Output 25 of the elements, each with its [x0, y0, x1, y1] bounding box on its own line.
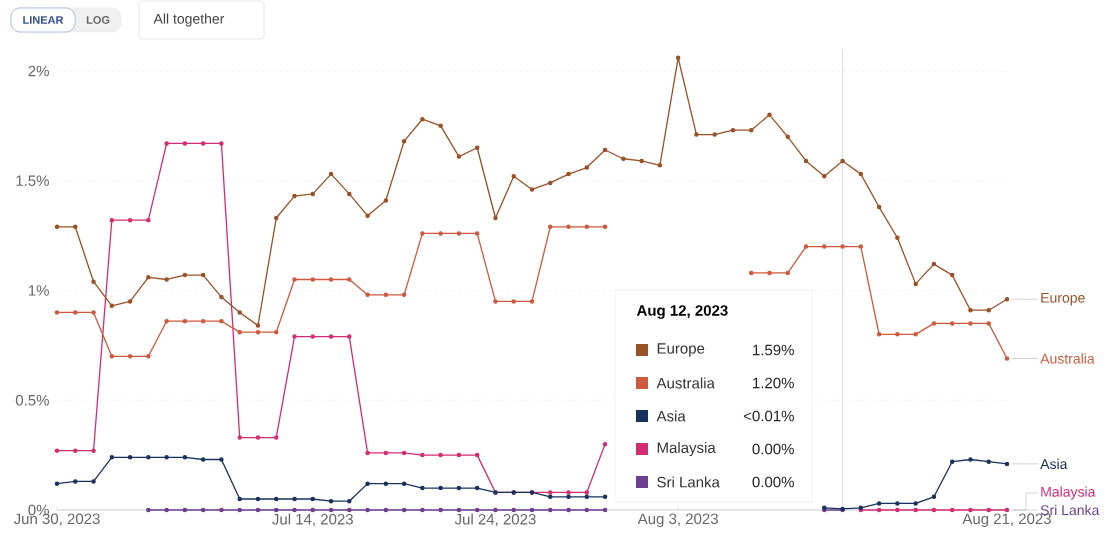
legend-label: Sri Lanka: [657, 476, 720, 488]
annotation: 0.00%: [752, 476, 794, 488]
annotation: Aug 12, 2023: [636, 305, 728, 319]
text: Asia: [1040, 458, 1068, 470]
y-tick-label: 1%: [28, 285, 49, 296]
legend-label: Malaysia: [657, 442, 716, 456]
y-tick-label: 1.5%: [16, 175, 49, 186]
x-tick-label: Jul 14, 2023: [272, 513, 353, 527]
annotation: <0.01%: [743, 410, 794, 422]
annotation: 0.00%: [752, 443, 794, 455]
text: Europe: [1041, 292, 1085, 306]
text: All together: [153, 13, 225, 27]
annotation: 1.20%: [753, 377, 794, 389]
legend-label: Australia: [656, 377, 715, 389]
x-tick-label: Aug 3, 2023: [637, 513, 718, 528]
y-tick-label: 2%: [28, 65, 49, 77]
text: LOG: [86, 16, 110, 24]
annotation: 1.59%: [753, 344, 794, 356]
x-tick-label: Jul 24, 2023: [454, 513, 536, 527]
text: LINEAR: [23, 16, 64, 24]
legend-label: Europe: [657, 343, 705, 357]
text: Australia: [1040, 353, 1095, 364]
legend-label: Asia: [656, 410, 686, 422]
y-tick-label: 0.5%: [15, 394, 49, 406]
text: Malaysia: [1041, 486, 1096, 500]
